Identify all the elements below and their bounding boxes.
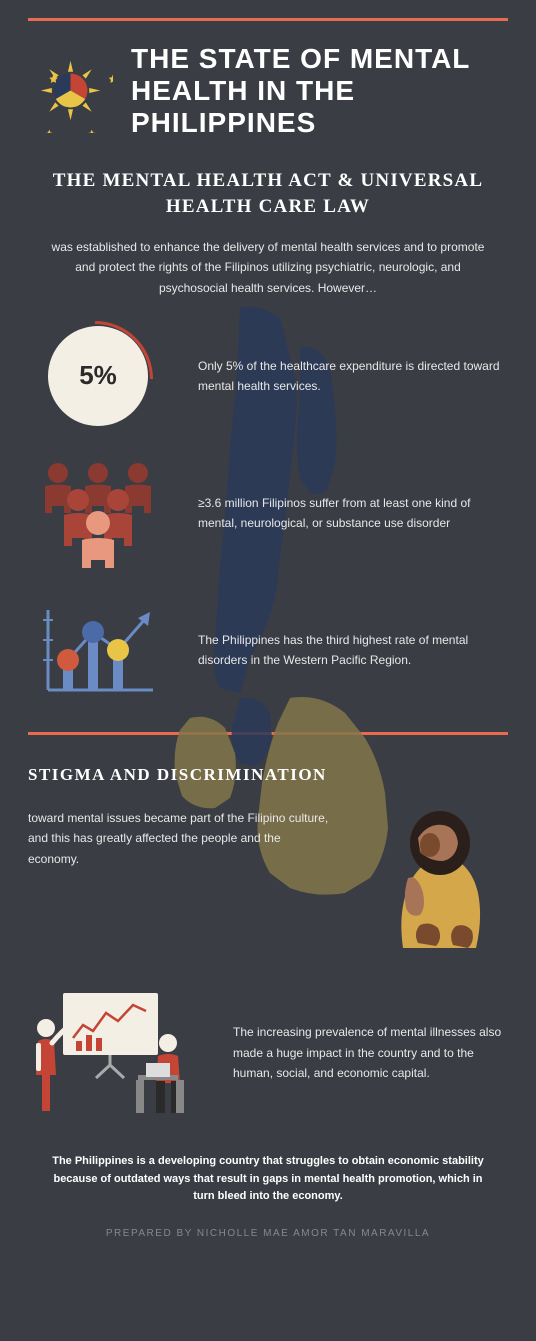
chart-growth-icon	[38, 600, 158, 700]
section2-title: STIGMA AND DISCRIMINATION	[28, 765, 508, 785]
percent-circle-icon: 5%	[48, 326, 148, 426]
stat2-text: ≥3.6 million Filipinos suffer from at le…	[198, 493, 508, 534]
header: THE STATE OF MENTAL HEALTH IN THE PHILIP…	[28, 21, 508, 168]
stat-row-population: ≥3.6 million Filipinos suffer from at le…	[28, 458, 508, 568]
conclusion-text: The Philippines is a developing country …	[28, 1153, 508, 1206]
stat-row-expenditure: 5% Only 5% of the healthcare expenditure…	[28, 326, 508, 426]
impact-row: The increasing prevalence of mental illn…	[28, 983, 508, 1123]
section1-intro: was established to enhance the delivery …	[28, 237, 508, 298]
presentation-icon	[28, 983, 203, 1123]
stigma-text: toward mental issues became part of the …	[28, 803, 333, 869]
stat1-text: Only 5% of the healthcare expenditure is…	[198, 356, 508, 397]
main-title: THE STATE OF MENTAL HEALTH IN THE PHILIP…	[131, 43, 508, 140]
philippine-sun-icon	[28, 48, 113, 133]
credit-text: PREPARED BY NICHOLLE MAE AMOR TAN MARAVI…	[28, 1228, 508, 1255]
stat3-text: The Philippines has the third highest ra…	[198, 630, 508, 671]
crying-person-icon	[358, 803, 508, 953]
stigma-row: toward mental issues became part of the …	[28, 803, 508, 953]
impact-text: The increasing prevalence of mental illn…	[233, 1022, 508, 1083]
section1-title: THE MENTAL HEALTH ACT & UNIVERSAL HEALTH…	[28, 168, 508, 221]
people-crowd-icon	[28, 458, 168, 568]
stat-row-ranking: The Philippines has the third highest ra…	[28, 600, 508, 700]
